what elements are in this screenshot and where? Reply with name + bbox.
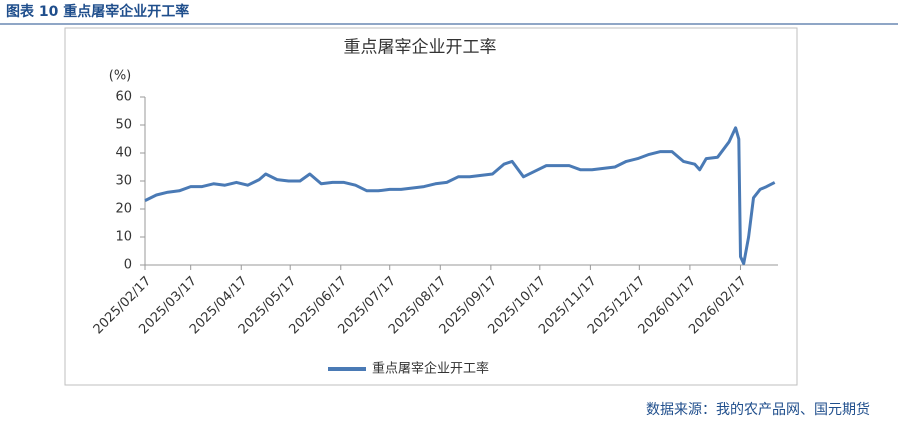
source-note: 数据来源：我的农产品网、国元期货 [646, 401, 870, 418]
chart-frame [64, 27, 798, 386]
y-tick-label: 40 [115, 146, 132, 161]
data-line [144, 126, 776, 266]
y-tick-label: 50 [115, 118, 132, 133]
figure-heading: 图表 10 重点屠宰企业开工率 [6, 3, 189, 20]
y-tick-label: 60 [115, 90, 132, 105]
y-tick-label: 30 [115, 174, 132, 189]
y-unit: (%) [109, 69, 132, 84]
legend-label: 重点屠宰企业开工率 [372, 361, 489, 377]
y-tick-label: 0 [124, 258, 132, 273]
y-tick-label: 10 [115, 230, 132, 245]
chart-title: 重点屠宰企业开工率 [344, 38, 497, 58]
y-tick-label: 20 [115, 202, 132, 217]
